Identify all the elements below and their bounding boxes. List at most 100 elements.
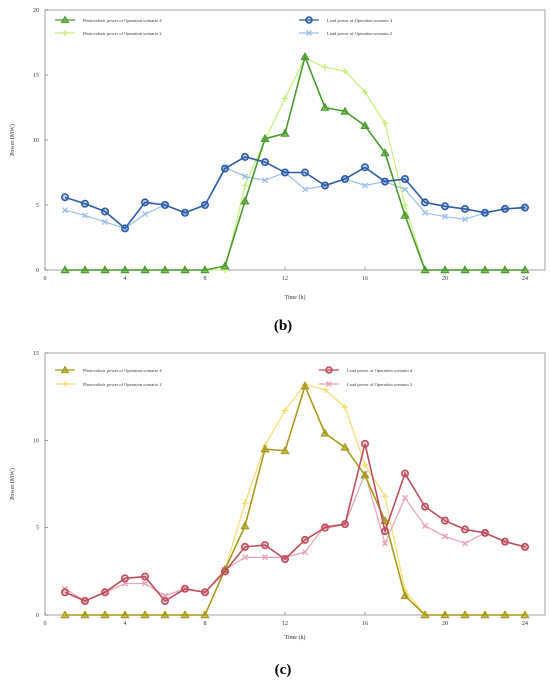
- b-series-1-point: [180, 265, 190, 274]
- c-series-1-point: [500, 610, 510, 619]
- b-legend-marker: [60, 15, 70, 24]
- b-series-1-point: [140, 265, 150, 274]
- b-series-2-point: [520, 203, 529, 212]
- c-series-4-point: [261, 554, 269, 561]
- c-legend-marker: [62, 381, 68, 387]
- c-series-4-point: [421, 522, 429, 529]
- c-series-2-point: [81, 597, 90, 606]
- c-legend-label: Load power of Operation scenario 4: [347, 368, 413, 373]
- c-series-1-point: [400, 590, 410, 600]
- c-series-2-point: [380, 527, 389, 536]
- b-series-1: [60, 51, 530, 274]
- c-x-tick-label: 16: [362, 621, 368, 627]
- b-series-3-point: [401, 201, 409, 209]
- b-series-1-point: [220, 261, 230, 270]
- c-legend-marker: [326, 381, 332, 387]
- b-y-tick-label: 0: [36, 268, 39, 274]
- b-series-3-point: [321, 64, 329, 71]
- c-series-2-point: [241, 542, 250, 551]
- b-series-2-point: [320, 181, 329, 190]
- b-legend-entry-1: Photovoltaic power of Operation scenario…: [55, 15, 162, 24]
- chart-c: 0 5 10 15 0 4 8 12 16 20 24 Time (h) Power (MW) Photo…: [9, 351, 546, 678]
- b-series-2-point: [201, 201, 210, 210]
- c-series-2-point: [101, 588, 110, 597]
- b-series-1-point: [520, 265, 530, 274]
- b-series-2-point: [161, 201, 170, 210]
- b-series-4-point: [461, 216, 469, 223]
- c-series-2-point: [201, 588, 210, 597]
- c-series-2-point: [460, 525, 469, 534]
- c-panel-label: (c): [275, 662, 292, 678]
- c-x-tick-label: 8: [204, 621, 207, 627]
- c-legend-entry-1: Photovoltaic power of Operation scenario…: [55, 365, 162, 374]
- b-series-2-point: [81, 199, 90, 208]
- b-series-2-point: [400, 175, 409, 184]
- c-series-1-point: [100, 610, 110, 619]
- b-series-4: [61, 164, 529, 232]
- b-series-3: [61, 54, 529, 274]
- c-series-2-point: [360, 439, 369, 448]
- c-series-4-line: [64, 471, 526, 602]
- b-legend-entry-2: Load power of Operation scenario 4: [299, 16, 393, 24]
- c-y-tick-label: 10: [33, 438, 39, 444]
- b-x-tick-label: 4: [124, 276, 127, 282]
- b-series-2-point: [141, 198, 150, 207]
- b-legend-label: Photovoltaic power of Operation scenario…: [83, 18, 162, 23]
- c-series-2-point: [500, 537, 509, 546]
- c-series-1-point: [240, 521, 250, 530]
- c-y-tick-label: 5: [36, 526, 39, 532]
- c-series-2-point: [181, 584, 190, 593]
- b-series-2-point: [241, 152, 250, 161]
- c-series-3-point: [241, 500, 249, 507]
- b-series-1-point: [200, 265, 210, 274]
- b-series-4-line: [64, 166, 526, 230]
- b-series-2-point: [300, 168, 309, 177]
- c-series-1-point: [520, 610, 530, 619]
- c-series-3-point: [361, 461, 369, 468]
- b-x-tick-label: 20: [442, 276, 448, 282]
- b-series-4-point: [301, 186, 309, 193]
- c-series-2-point: [60, 588, 69, 597]
- b-series-2-point: [380, 177, 389, 186]
- c-series-1-point: [160, 610, 170, 619]
- c-series-3-point: [321, 386, 329, 393]
- b-series-4-point: [81, 212, 89, 219]
- b-legend-label: Load power of Operation scenario 4: [327, 18, 393, 23]
- b-legend-entry-3: Photovoltaic power of Operation scenario…: [55, 30, 162, 36]
- b-x-tick-label: 24: [522, 276, 528, 282]
- b-y-tick-label: 20: [33, 8, 39, 14]
- c-series-1-point: [340, 442, 350, 451]
- c-series-1-point: [140, 610, 150, 619]
- b-legend-label: Photovoltaic power of Operation scenario…: [83, 31, 162, 36]
- c-x-tick-label: 20: [442, 621, 448, 627]
- b-series-2-point: [101, 207, 110, 216]
- c-series-1-point: [320, 428, 330, 437]
- c-series-1-point: [200, 610, 210, 619]
- b-series-1-point: [460, 265, 470, 274]
- c-series-1-point: [260, 444, 270, 453]
- c-series-1-point: [80, 610, 90, 619]
- c-series-1-point: [180, 610, 190, 619]
- c-series-1-point: [420, 610, 430, 619]
- b-x-tick-label: 8: [204, 276, 207, 282]
- b-series-2-point: [181, 208, 190, 217]
- b-legend-label: Load power of Operation scenario 2: [327, 31, 392, 36]
- c-series-1: [60, 381, 530, 619]
- b-plot-frame: [44, 9, 546, 271]
- c-series-2-point: [320, 523, 329, 532]
- c-series-4-point: [301, 549, 309, 556]
- b-series-4-point: [241, 173, 249, 180]
- b-legend-marker: [305, 16, 313, 24]
- c-series-2-point: [141, 572, 150, 581]
- c-series-2-line: [64, 443, 526, 603]
- b-series-2-point: [500, 204, 509, 213]
- b-x-tick-label: 0: [44, 276, 47, 282]
- b-series-1-point: [80, 265, 90, 274]
- c-plot-frame: [44, 352, 546, 616]
- c-series-2-point: [221, 567, 230, 576]
- b-series-4-point: [361, 182, 369, 189]
- b-series-4-point: [441, 213, 449, 220]
- b-series-1-point: [240, 196, 250, 205]
- c-series-2-point: [260, 541, 269, 550]
- b-series-4-point: [141, 211, 149, 218]
